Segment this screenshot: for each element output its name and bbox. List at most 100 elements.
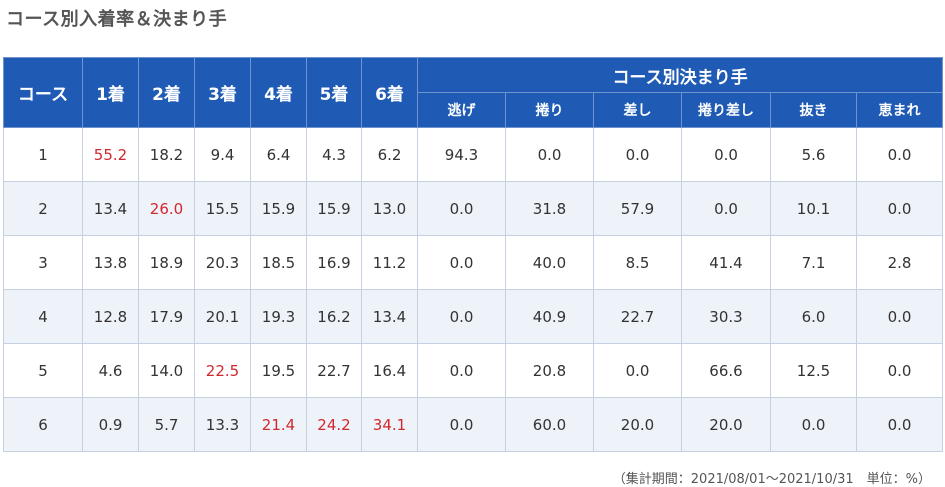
kimarite-rate-cell: 0.0 — [681, 181, 771, 236]
course-number-cell: 5 — [3, 343, 83, 398]
table-row: 1 55.2 18.2 9.4 6.4 4.3 6.2 94.3 0.0 0.0 0.0 5.6 0.0 — [3, 127, 944, 182]
kimarite-rate-cell: 8.5 — [593, 235, 682, 290]
course-number-cell: 4 — [3, 289, 83, 344]
place-rate-cell: 24.2 — [306, 397, 362, 452]
kimarite-rate-cell: 0.0 — [417, 181, 506, 236]
header-place-6: 6着 — [361, 57, 418, 128]
kimarite-rate-cell: 0.0 — [855, 181, 944, 236]
table-row: 5 4.6 14.0 22.5 19.5 22.7 16.4 0.0 20.8 0.0 66.6 12… — [3, 343, 944, 398]
kimarite-rate-cell: 0.0 — [505, 127, 594, 182]
place-rate-cell: 26.0 — [138, 181, 195, 236]
place-rate-cell: 22.7 — [306, 343, 362, 398]
course-number-cell: 3 — [3, 235, 83, 290]
header-place-3: 3着 — [194, 57, 251, 128]
place-rate-cell: 20.3 — [194, 235, 251, 290]
place-rate-cell: 6.4 — [250, 127, 307, 182]
place-rate-cell: 5.7 — [138, 397, 195, 452]
place-rate-cell: 13.3 — [194, 397, 251, 452]
place-rate-cell: 22.5 — [194, 343, 251, 398]
header-course: コース — [3, 57, 83, 128]
kimarite-rate-cell: 0.0 — [681, 127, 771, 182]
kimarite-rate-cell: 60.0 — [505, 397, 594, 452]
place-rate-cell: 11.2 — [361, 235, 418, 290]
kimarite-rate-cell: 30.3 — [681, 289, 771, 344]
kimarite-rate-cell: 0.0 — [855, 397, 944, 452]
course-stats-table: コース 1着 2着 3着 4着 5着 6着 コース別決まり手 逃げ 捲り 差し … — [3, 57, 944, 452]
place-rate-cell: 13.4 — [82, 181, 139, 236]
kimarite-rate-cell: 5.6 — [770, 127, 857, 182]
place-rate-cell: 16.2 — [306, 289, 362, 344]
place-rate-cell: 15.9 — [306, 181, 362, 236]
kimarite-rate-cell: 0.0 — [593, 343, 682, 398]
place-rate-cell: 13.8 — [82, 235, 139, 290]
kimarite-rate-cell: 0.0 — [593, 127, 682, 182]
header-kimarite-sashi: 差し — [593, 92, 682, 128]
header-kimarite-makurizashi: 捲り差し — [681, 92, 771, 128]
place-rate-cell: 34.1 — [361, 397, 418, 452]
kimarite-rate-cell: 22.7 — [593, 289, 682, 344]
kimarite-rate-cell: 40.9 — [505, 289, 594, 344]
header-place-4: 4着 — [250, 57, 307, 128]
kimarite-rate-cell: 0.0 — [855, 343, 944, 398]
place-rate-cell: 6.2 — [361, 127, 418, 182]
kimarite-rate-cell: 0.0 — [417, 235, 506, 290]
header-place-5: 5着 — [306, 57, 362, 128]
kimarite-rate-cell: 94.3 — [417, 127, 506, 182]
header-kimarite-megumare: 恵まれ — [855, 92, 944, 128]
place-rate-cell: 55.2 — [82, 127, 139, 182]
kimarite-rate-cell: 41.4 — [681, 235, 771, 290]
place-rate-cell: 9.4 — [194, 127, 251, 182]
header-kimarite-group: コース別決まり手 — [416, 57, 944, 93]
place-rate-cell: 4.3 — [306, 127, 362, 182]
course-number-cell: 2 — [3, 181, 83, 236]
period-footnote: （集計期間：2021/08/01～2021/10/31 単位：%） — [612, 472, 931, 487]
place-rate-cell: 19.3 — [250, 289, 307, 344]
place-rate-cell: 16.9 — [306, 235, 362, 290]
kimarite-rate-cell: 0.0 — [417, 343, 506, 398]
place-rate-cell: 4.6 — [82, 343, 139, 398]
place-rate-cell: 13.4 — [361, 289, 418, 344]
kimarite-rate-cell: 20.0 — [593, 397, 682, 452]
header-place-1: 1着 — [82, 57, 139, 128]
kimarite-rate-cell: 0.0 — [770, 397, 857, 452]
place-rate-cell: 15.5 — [194, 181, 251, 236]
place-rate-cell: 20.1 — [194, 289, 251, 344]
place-rate-cell: 19.5 — [250, 343, 307, 398]
place-rate-cell: 12.8 — [82, 289, 139, 344]
header-kimarite-nuki: 抜き — [770, 92, 857, 128]
place-rate-cell: 17.9 — [138, 289, 195, 344]
place-rate-cell: 0.9 — [82, 397, 139, 452]
kimarite-rate-cell: 0.0 — [855, 289, 944, 344]
kimarite-rate-cell: 2.8 — [855, 235, 944, 290]
place-rate-cell: 18.5 — [250, 235, 307, 290]
course-number-cell: 1 — [3, 127, 83, 182]
kimarite-rate-cell: 20.0 — [681, 397, 771, 452]
place-rate-cell: 16.4 — [361, 343, 418, 398]
header-place-2: 2着 — [138, 57, 195, 128]
place-rate-cell: 15.9 — [250, 181, 307, 236]
kimarite-rate-cell: 12.5 — [770, 343, 857, 398]
header-kimarite-makuri: 捲り — [505, 92, 594, 128]
header-kimarite-nige: 逃げ — [417, 92, 506, 128]
place-rate-cell: 13.0 — [361, 181, 418, 236]
place-rate-cell: 14.0 — [138, 343, 195, 398]
place-rate-cell: 21.4 — [250, 397, 307, 452]
kimarite-rate-cell: 7.1 — [770, 235, 857, 290]
table-row: 6 0.9 5.7 13.3 21.4 24.2 34.1 0.0 60.0 20.0 20.0 0.… — [3, 397, 944, 452]
kimarite-rate-cell: 10.1 — [770, 181, 857, 236]
table-row: 2 13.4 26.0 15.5 15.9 15.9 13.0 0.0 31.8 57.9 0.0 1… — [3, 181, 944, 236]
kimarite-rate-cell: 0.0 — [417, 289, 506, 344]
place-rate-cell: 18.2 — [138, 127, 195, 182]
kimarite-rate-cell: 0.0 — [855, 127, 944, 182]
kimarite-rate-cell: 20.8 — [505, 343, 594, 398]
kimarite-rate-cell: 57.9 — [593, 181, 682, 236]
kimarite-rate-cell: 0.0 — [417, 397, 506, 452]
place-rate-cell: 18.9 — [138, 235, 195, 290]
course-number-cell: 6 — [3, 397, 83, 452]
page-title: コース別入着率＆決まり手 — [6, 9, 228, 30]
kimarite-rate-cell: 40.0 — [505, 235, 594, 290]
table-body: 1 55.2 18.2 9.4 6.4 4.3 6.2 94.3 0.0 0.0 0.0 5.6 0.0… — [3, 127, 944, 452]
table-row: 3 13.8 18.9 20.3 18.5 16.9 11.2 0.0 40.0 8.5 41.4 7… — [3, 235, 944, 290]
kimarite-rate-cell: 6.0 — [770, 289, 857, 344]
kimarite-rate-cell: 31.8 — [505, 181, 594, 236]
